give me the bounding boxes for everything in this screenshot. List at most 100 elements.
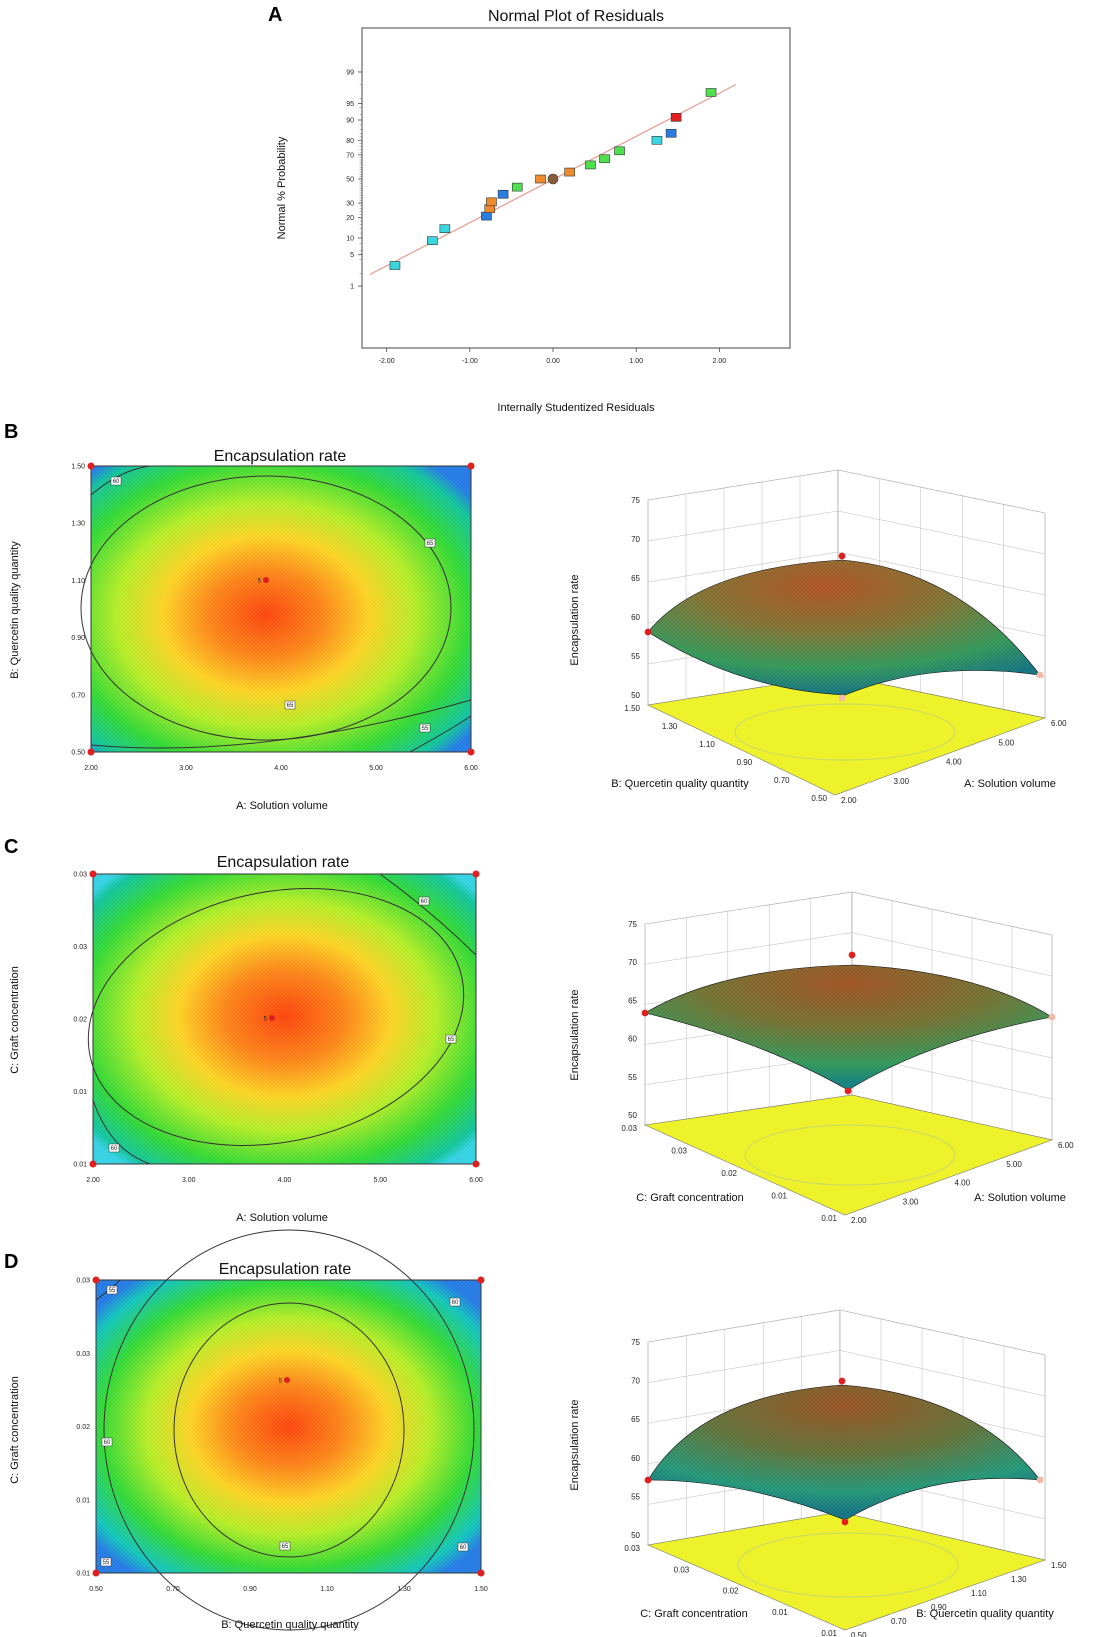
contour-label: 60: [111, 1146, 118, 1152]
y-tick-label: 10: [346, 235, 354, 242]
left-axis-ticks: 0.01 0.01 0.02 0.03 0.03: [624, 1544, 837, 1637]
right-axis-tick-label: 5.00: [1006, 1160, 1022, 1169]
contour-label-box: [424, 538, 436, 548]
surface-mesh: [648, 560, 1040, 695]
x-tick-label: 5.00: [373, 1177, 387, 1184]
left-axis-tick-label: 0.90: [737, 758, 753, 767]
base-plane: [646, 1511, 1047, 1631]
y-tick-label: 1.10: [71, 578, 85, 585]
plot-frame: [92, 873, 477, 1165]
y-tick-label: 1.50: [71, 464, 85, 471]
x-tick-label: 0.70: [166, 1586, 180, 1593]
residual-point: [705, 88, 717, 97]
left-axis-tick-label: 1.10: [699, 740, 715, 749]
left-axis-tick-label: 0.03: [621, 1124, 637, 1133]
y-tick-label: 0.01: [73, 1162, 87, 1169]
contour-plot-d: Encapsulation rate 55 60 60 65 60 55 0.50 0.70…: [9, 1229, 488, 1631]
design-point: [467, 748, 475, 756]
right-axis-tick-label: 0.70: [891, 1617, 907, 1626]
design-point: [477, 1569, 485, 1577]
x-tick-label: 2.00: [86, 1177, 100, 1184]
z-ticks: 50 55 60 65 70 75: [631, 1338, 640, 1540]
design-point: [644, 628, 652, 636]
normal-plot: Normal Plot of Residuals Internally Stud…: [276, 8, 791, 414]
base-contour: [744, 1124, 956, 1186]
design-point: [838, 1377, 846, 1385]
design-point: [1036, 1476, 1044, 1484]
grid-line: [837, 469, 1046, 514]
contour-label-box: [106, 1285, 118, 1295]
contour-label-box: [449, 1297, 461, 1307]
base-contour: [737, 1532, 959, 1598]
y-tick-label: 30: [346, 201, 354, 208]
center-point: [284, 1377, 290, 1383]
left-axis-ticks: 0.50 0.70 0.90 1.10 1.30 1.50: [624, 704, 827, 803]
right-axis-label: A: Solution volume: [964, 778, 1056, 790]
x-tick-label: 0.50: [89, 1586, 103, 1593]
design-point: [472, 1160, 480, 1168]
left-axis-tick-label: 1.50: [624, 704, 640, 713]
x-tick-label: 5.00: [369, 765, 383, 772]
residual-point: [486, 197, 497, 207]
z-tick-label: 55: [628, 1073, 637, 1082]
y-tick-label: 70: [346, 152, 354, 159]
z-tick-label: 50: [631, 691, 640, 700]
z-tick-label: 60: [628, 1035, 637, 1044]
panel-letter-d: D: [4, 1251, 18, 1273]
y-tick-label: 1: [350, 284, 354, 291]
design-point: [1048, 1013, 1056, 1021]
grid-line: [644, 932, 853, 965]
left-axis-tick-label: 0.02: [723, 1587, 739, 1596]
y-tick-label: 0.03: [76, 1278, 90, 1285]
x-tick-label: 2.00: [84, 765, 98, 772]
x-tick-label: 0.00: [546, 358, 560, 365]
x-tick-label: 4.00: [274, 765, 288, 772]
z-tick-label: 55: [631, 1492, 640, 1501]
grid-line: [647, 469, 839, 501]
contour-label-box: [279, 1541, 291, 1551]
right-axis-tick-label: 0.50: [851, 1631, 867, 1637]
contour-title: Encapsulation rate: [214, 448, 347, 465]
x-ticks: -2.00 -1.00 0.00 1.00 2.00: [379, 348, 726, 365]
right-axis-tick-label: 1.10: [971, 1589, 987, 1598]
residual-point: [564, 167, 575, 177]
plot-frame: [95, 1279, 482, 1574]
contour-label: 55: [109, 1288, 116, 1294]
left-axis-tick-label: 1.30: [662, 722, 678, 731]
right-axis-tick-label: 6.00: [1058, 1141, 1074, 1150]
residual-point: [547, 173, 559, 185]
grid-line: [644, 891, 853, 925]
residual-point: [481, 211, 492, 221]
plot-frame: [90, 465, 472, 753]
grid-line: [837, 510, 1046, 555]
contour-label: 55: [103, 1560, 110, 1566]
design-point: [841, 1518, 849, 1526]
contour-label: 60: [104, 1440, 111, 1446]
contour-title: Encapsulation rate: [217, 854, 350, 871]
z-tick-label: 70: [628, 958, 637, 967]
z-tick-label: 60: [631, 1454, 640, 1463]
residual-point: [511, 182, 523, 192]
design-point: [89, 1160, 97, 1168]
left-axis-label: C: Graft concentration: [636, 1192, 744, 1204]
contour-label-box: [108, 1143, 120, 1153]
contour-label-box: [419, 723, 431, 733]
y-tick-label: 0.90: [71, 635, 85, 642]
y-ticks: 1 5 10 20 30 50 70 80 90 95 99: [346, 69, 362, 291]
residual-point: [535, 174, 546, 184]
contour-title: Encapsulation rate: [219, 1261, 352, 1278]
right-axis-label: A: Solution volume: [974, 1192, 1066, 1204]
contour-line-65: [80, 475, 452, 741]
left-axis-label: B: Quercetin quality quantity: [611, 778, 749, 790]
left-axis-tick-label: 0.01: [771, 1192, 787, 1201]
design-point: [848, 951, 856, 959]
residual-point: [427, 236, 438, 245]
contour-line-60b: [90, 699, 472, 749]
design-point: [644, 1476, 652, 1484]
x-tick-label: 6.00: [469, 1177, 483, 1184]
grid-line: [647, 1350, 841, 1383]
x-axis-label: Internally Studentized Residuals: [497, 402, 655, 414]
left-axis-tick-label: 0.03: [674, 1565, 690, 1574]
